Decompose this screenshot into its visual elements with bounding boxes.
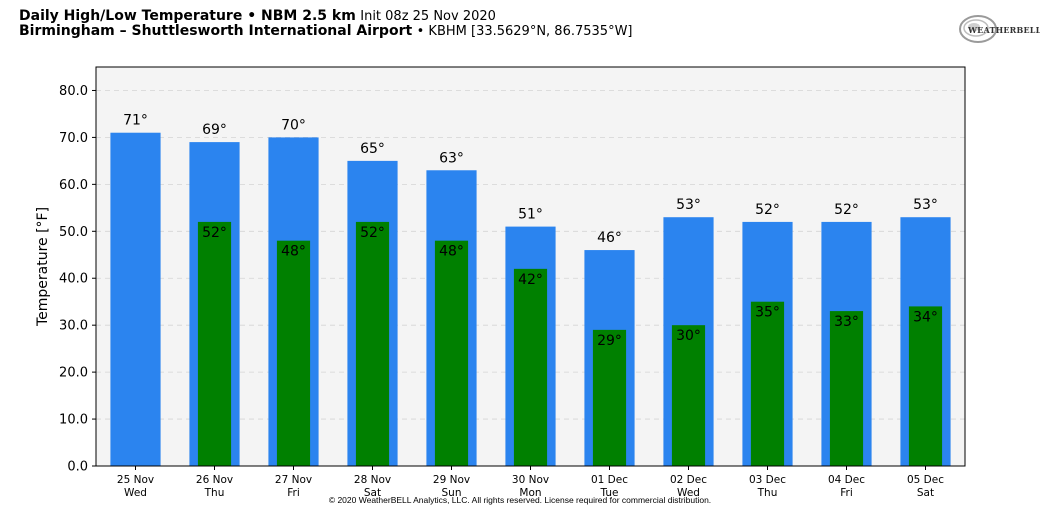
x-tick-date: 02 Dec <box>670 474 707 486</box>
x-tick-day: Wed <box>124 487 147 499</box>
low-temp-label: 48° <box>439 244 464 260</box>
y-tick-label: 30.0 <box>59 319 88 334</box>
x-tick-date: 05 Dec <box>907 474 944 486</box>
low-temp-label: 48° <box>281 244 306 260</box>
chart-title: Daily High/Low Temperature • NBM 2.5 km … <box>19 8 496 24</box>
high-temp-label: 51° <box>518 207 543 223</box>
x-tick-day: Wed <box>677 487 700 499</box>
x-tick-day: Mon <box>519 487 541 499</box>
low-temp-label: 52° <box>202 225 227 241</box>
low-temp-bar <box>513 268 548 466</box>
x-tick-date: 28 Nov <box>354 474 391 486</box>
low-temp-label: 52° <box>360 225 385 241</box>
chart-title-main: Daily High/Low Temperature • NBM 2.5 km <box>19 8 356 24</box>
logo-text: WEATHERBELL <box>968 25 1040 35</box>
x-tick-date: 25 Nov <box>117 474 154 486</box>
y-axis-label: Temperature [°F] <box>35 207 51 327</box>
y-tick-label: 80.0 <box>59 84 88 99</box>
x-tick-day: Sat <box>917 487 934 499</box>
high-temp-label: 71° <box>123 113 148 129</box>
x-tick-day: Fri <box>840 487 853 499</box>
x-tick-date: 04 Dec <box>828 474 865 486</box>
high-temp-label: 70° <box>281 117 306 133</box>
x-tick-date: 30 Nov <box>512 474 549 486</box>
low-temp-bar <box>671 325 706 466</box>
low-temp-label: 33° <box>834 314 859 330</box>
high-temp-label: 53° <box>913 197 938 213</box>
low-temp-label: 35° <box>755 305 780 321</box>
x-tick-day: Fri <box>287 487 300 499</box>
x-tick-day: Thu <box>204 487 225 499</box>
high-temp-label: 65° <box>360 141 385 157</box>
x-tick-day: Tue <box>600 487 619 499</box>
low-temp-label: 29° <box>597 333 622 349</box>
x-tick-date: 03 Dec <box>749 474 786 486</box>
station-info: • KBHM [33.5629°N, 86.7535°W] <box>416 24 633 39</box>
high-temp-label: 53° <box>676 197 701 213</box>
x-tick-day: Sun <box>442 487 462 499</box>
high-temp-label: 63° <box>439 150 464 166</box>
y-tick-label: 10.0 <box>59 413 88 428</box>
high-temp-label: 46° <box>597 230 622 246</box>
y-tick-label: 60.0 <box>59 178 88 193</box>
x-tick-date: 01 Dec <box>591 474 628 486</box>
low-temp-bar <box>355 221 390 466</box>
y-tick-label: 0.0 <box>67 460 88 475</box>
copyright-notice: © 2020 WeatherBELL Analytics, LLC. All r… <box>328 495 712 505</box>
y-tick-label: 40.0 <box>59 272 88 287</box>
x-tick-date: 27 Nov <box>275 474 312 486</box>
high-temp-label: 69° <box>202 122 227 138</box>
x-tick-day: Sat <box>364 487 381 499</box>
x-tick-date: 26 Nov <box>196 474 233 486</box>
low-temp-bar <box>434 240 469 466</box>
high-temp-label: 52° <box>755 202 780 218</box>
weatherbell-swirl-logo-icon <box>959 15 997 43</box>
high-temp-bar <box>110 132 161 466</box>
location-name: Birmingham – Shuttlesworth International… <box>19 23 413 39</box>
low-temp-bar <box>750 301 785 466</box>
low-temp-bar <box>197 221 232 466</box>
init-time: Init 08z 25 Nov 2020 <box>360 9 496 24</box>
y-tick-label: 20.0 <box>59 366 88 381</box>
low-temp-label: 42° <box>518 272 543 288</box>
low-temp-bar <box>276 240 311 466</box>
low-temp-label: 30° <box>676 328 701 344</box>
low-temp-bar <box>592 329 627 466</box>
y-tick-label: 50.0 <box>59 225 88 240</box>
low-temp-bar <box>908 306 943 466</box>
chart-subtitle: Birmingham – Shuttlesworth International… <box>19 23 633 39</box>
x-tick-day: Thu <box>757 487 778 499</box>
low-temp-bar <box>829 311 864 466</box>
y-tick-label: 70.0 <box>59 131 88 146</box>
low-temp-label: 34° <box>913 309 938 325</box>
x-tick-date: 29 Nov <box>433 474 470 486</box>
high-temp-label: 52° <box>834 202 859 218</box>
